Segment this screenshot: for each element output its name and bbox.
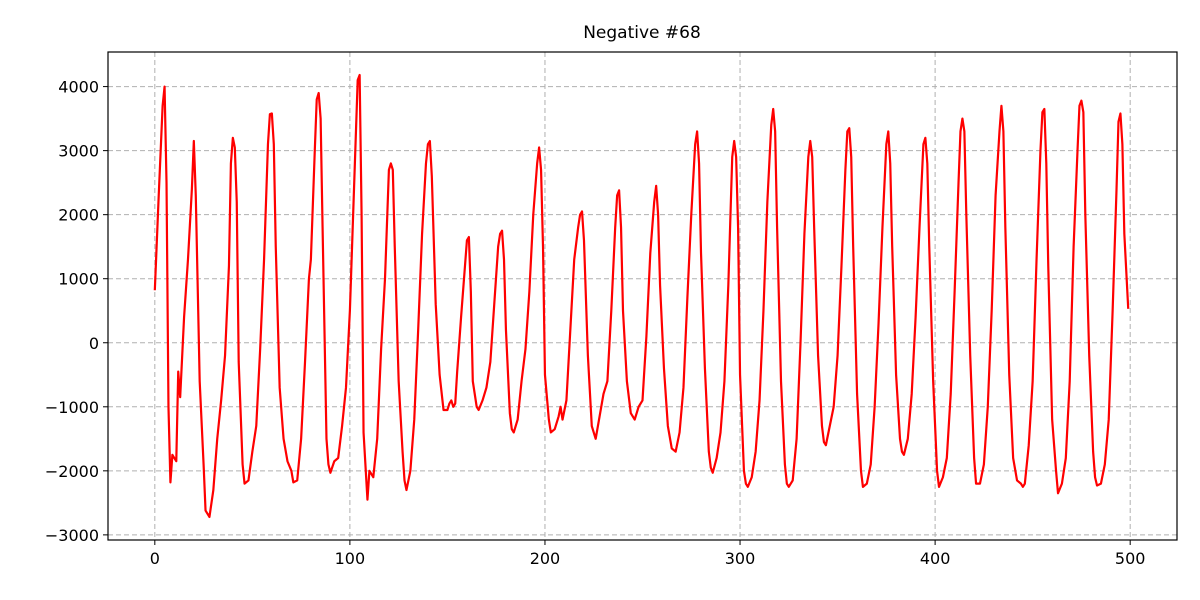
x-axis: 0 100 200 300 400 500 bbox=[150, 540, 1146, 568]
plot-frame bbox=[107, 51, 1178, 541]
y-tick-label: −2000 bbox=[45, 462, 99, 481]
x-tick-label: 300 bbox=[725, 549, 756, 568]
x-tick-label: 100 bbox=[335, 549, 366, 568]
x-tick-label: 0 bbox=[150, 549, 160, 568]
y-tick-label: 4000 bbox=[58, 78, 99, 97]
y-tick-label: 1000 bbox=[58, 270, 99, 289]
y-axis: −3000 −2000 −1000 0 1000 2000 3000 4000 bbox=[45, 78, 108, 545]
y-tick-label: −3000 bbox=[45, 526, 99, 545]
y-tick-label: 2000 bbox=[58, 206, 99, 225]
chart-title: Negative #68 bbox=[583, 23, 701, 43]
x-tick-label: 400 bbox=[920, 549, 951, 568]
y-tick-label: −1000 bbox=[45, 398, 99, 417]
y-tick-label: 0 bbox=[89, 334, 99, 353]
x-tick-label: 500 bbox=[1115, 549, 1146, 568]
y-tick-label: 3000 bbox=[58, 142, 99, 161]
x-tick-label: 200 bbox=[530, 549, 561, 568]
series-line bbox=[153, 73, 1130, 519]
